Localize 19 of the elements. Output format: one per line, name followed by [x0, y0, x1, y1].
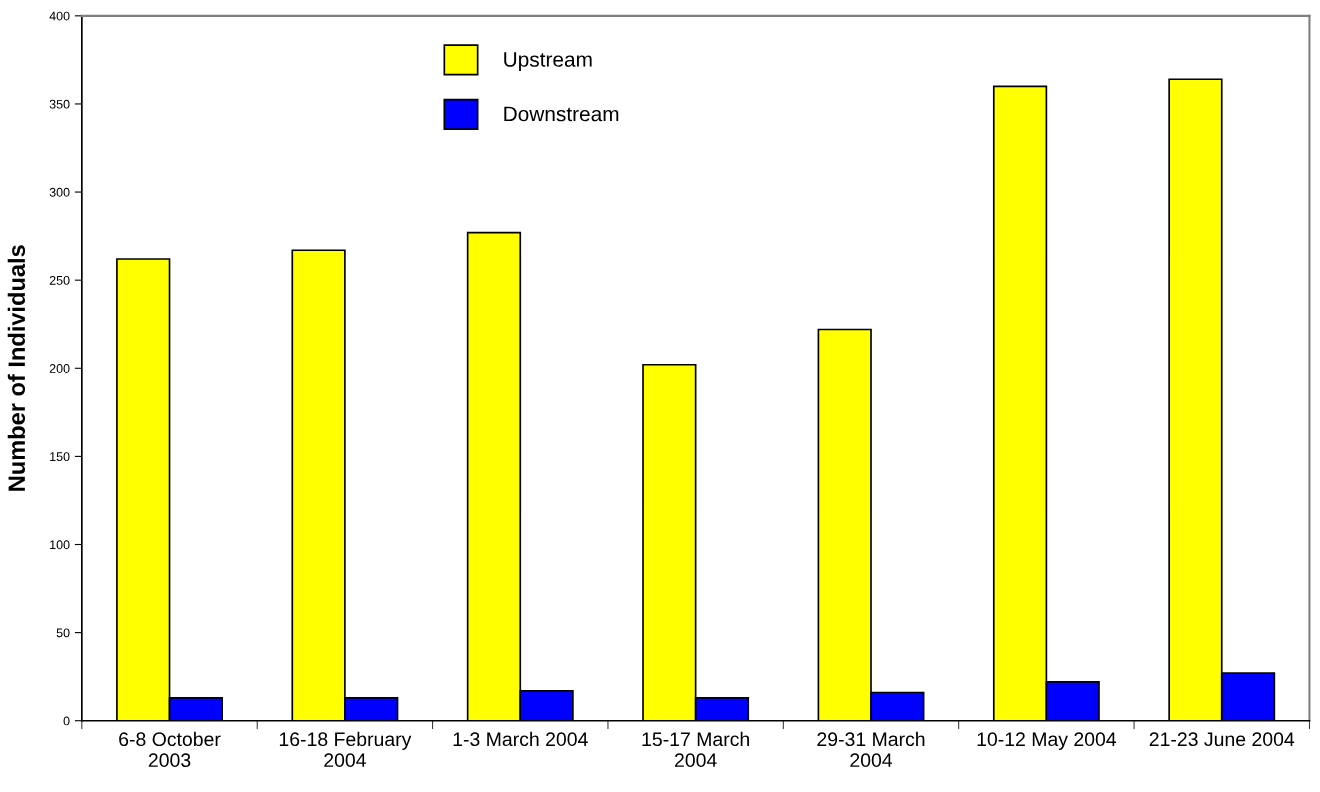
x-tick-label: 16-18 February 2004 — [279, 731, 412, 768]
x-tick-label: 21-23 June 2004 — [1149, 732, 1295, 747]
y-tick-label: 300 — [49, 187, 70, 197]
x-tick-label: 6-8 October 2003 — [119, 731, 221, 768]
y-axis-title: Number of Individuals — [7, 245, 26, 491]
y-tick-label: 100 — [50, 540, 70, 550]
x-tick-label: 1-3 March 2004 — [453, 731, 588, 747]
legend-label: Upstream — [504, 52, 592, 71]
x-tick-label: 15-17 March 2004 — [642, 731, 749, 768]
y-tick-label: 400 — [49, 11, 70, 21]
legend-label: Downstream — [504, 106, 619, 122]
x-tick-label: 10-12 May 2004 — [977, 732, 1117, 750]
y-tick-label: 350 — [49, 99, 70, 109]
y-tick-label: 250 — [49, 275, 70, 285]
x-tick-label: 29-31 March 2004 — [817, 731, 925, 768]
y-tick-label: 200 — [49, 364, 70, 373]
y-tick-label: 50 — [56, 628, 70, 638]
y-tick-label: 150 — [50, 452, 70, 462]
y-tick-label: 0 — [63, 716, 70, 726]
